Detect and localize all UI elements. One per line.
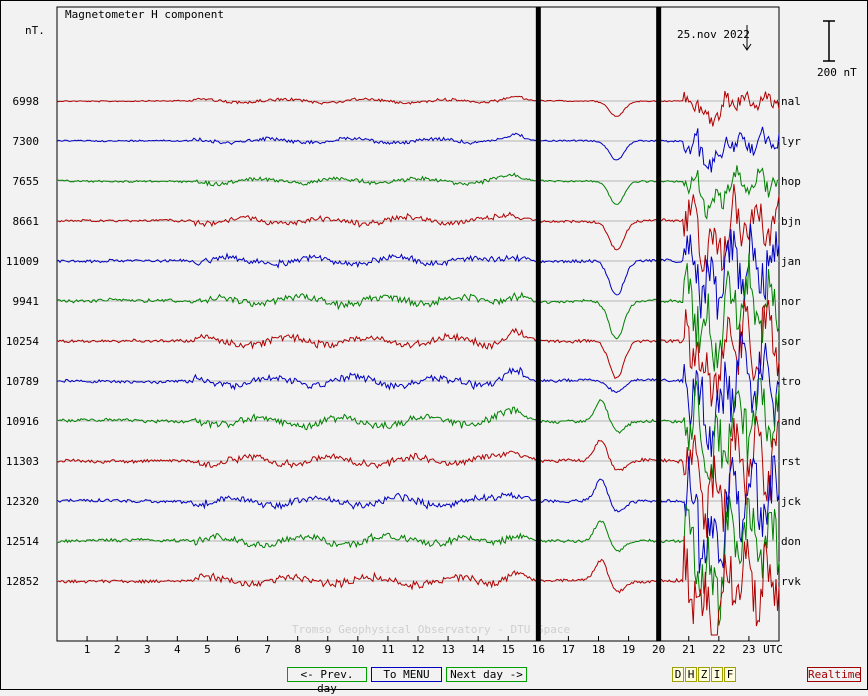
- baseline-label: 11303: [6, 455, 39, 468]
- watermark: Tromso Geophysical Observatory - DTU Spa…: [292, 623, 570, 636]
- station-label: jan: [781, 255, 801, 268]
- station-label: bjn: [781, 215, 801, 228]
- scale-bar-label: 200 nT: [817, 66, 857, 79]
- x-tick-label: 1: [84, 643, 91, 656]
- next-day-button[interactable]: Next day ->: [446, 667, 527, 682]
- x-tick-label: 21: [682, 643, 695, 656]
- x-tick-label: 22: [712, 643, 725, 656]
- x-tick-label: 20: [652, 643, 665, 656]
- x-tick-label: 8: [294, 643, 301, 656]
- baseline-label: 7655: [13, 175, 40, 188]
- x-tick-label: 18: [592, 643, 605, 656]
- component-z-button[interactable]: Z: [698, 667, 710, 682]
- station-label: nor: [781, 295, 801, 308]
- baseline-label: 11009: [6, 255, 39, 268]
- x-tick-label: 2: [114, 643, 121, 656]
- x-tick-label: 17: [562, 643, 575, 656]
- station-label: rst: [781, 455, 801, 468]
- station-label: tro: [781, 375, 801, 388]
- x-tick-label: 3: [144, 643, 151, 656]
- x-tick-label: 6: [234, 643, 241, 656]
- date-arrow-head: [742, 43, 752, 51]
- x-tick-label: 16: [532, 643, 545, 656]
- baseline-label: 9941: [13, 295, 40, 308]
- baseline-label: 10789: [6, 375, 39, 388]
- baseline-label: 7300: [13, 135, 40, 148]
- baseline-label: 12320: [6, 495, 39, 508]
- baseline-label: 10254: [6, 335, 39, 348]
- x-tick-label: 9: [324, 643, 331, 656]
- station-label: and: [781, 415, 801, 428]
- x-tick-label: 4: [174, 643, 181, 656]
- station-label: don: [781, 535, 801, 548]
- station-label: rvk: [781, 575, 801, 588]
- component-i-button[interactable]: I: [711, 667, 723, 682]
- baseline-label: 8661: [13, 215, 40, 228]
- x-tick-label: 10: [351, 643, 364, 656]
- component-d-button[interactable]: D: [672, 667, 684, 682]
- station-label: sor: [781, 335, 801, 348]
- x-tick-label: 23: [742, 643, 755, 656]
- baseline-label: 12514: [6, 535, 39, 548]
- realtime-button[interactable]: Realtime: [807, 667, 861, 682]
- x-axis-label: UTC: [763, 643, 783, 656]
- x-tick-label: 14: [472, 643, 486, 656]
- x-tick-label: 12: [411, 643, 424, 656]
- baseline-label: 6998: [13, 95, 40, 108]
- chart-title: Magnetometer H component: [65, 8, 224, 21]
- date-label: 25.nov 2022: [677, 28, 750, 41]
- station-label: lyr: [781, 135, 801, 148]
- station-label: jck: [781, 495, 801, 508]
- station-label: hop: [781, 175, 801, 188]
- station-label: nal: [781, 95, 801, 108]
- baseline-label: 12852: [6, 575, 39, 588]
- baseline-label: 10916: [6, 415, 39, 428]
- x-tick-label: 7: [264, 643, 271, 656]
- x-tick-label: 19: [622, 643, 635, 656]
- component-h-button[interactable]: H: [685, 667, 697, 682]
- component-f-button[interactable]: F: [724, 667, 736, 682]
- x-tick-label: 13: [441, 643, 454, 656]
- unit-label: nT.: [25, 24, 45, 37]
- x-tick-label: 11: [381, 643, 394, 656]
- x-tick-label: 15: [502, 643, 515, 656]
- x-tick-label: 5: [204, 643, 211, 656]
- prev-day-button[interactable]: <- Prev. day: [287, 667, 367, 695]
- menu-button[interactable]: To MENU: [371, 667, 442, 682]
